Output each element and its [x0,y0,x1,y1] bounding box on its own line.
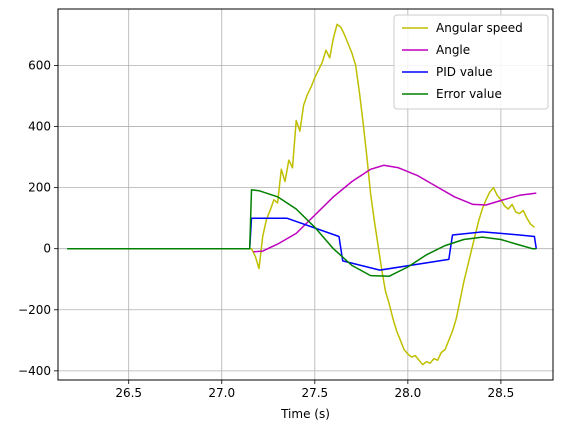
legend: Angular speed Angle PID value Error value [393,14,549,110]
legend-label-angle: Angle [436,43,470,57]
legend-label-angular-speed: Angular speed [436,21,523,35]
grid-lines [58,9,553,380]
x-tick-label: 28.5 [488,386,515,400]
legend-box [393,14,549,110]
x-tick-label: 26.5 [115,386,142,400]
legend-label-pid-value: PID value [436,65,493,79]
y-tick-label: 600 [28,58,51,72]
series-lines [67,23,538,366]
y-tick-label: 400 [28,120,51,134]
y-tick-label: −200 [18,303,51,317]
y-tick-label: −400 [18,364,51,378]
x-tick-label: 28.0 [394,386,421,400]
x-axis-label: Time (s) [280,407,330,421]
plot-area-frame [57,8,554,381]
x-tick-label: 27.5 [301,386,328,400]
y-tick-label: 0 [43,242,51,256]
axis-ticks: 26.5 27.0 27.5 28.0 28.5 −400 −200 0 200 400 600 [18,58,514,400]
series-line-pid-value [67,217,538,271]
legend-label-error-value: Error value [436,87,502,101]
series-line-angular-speed [67,23,535,366]
series-line-angle [253,164,537,253]
x-tick-label: 27.0 [208,386,235,400]
series-line-error-value [67,189,537,277]
y-tick-label: 200 [28,181,51,195]
